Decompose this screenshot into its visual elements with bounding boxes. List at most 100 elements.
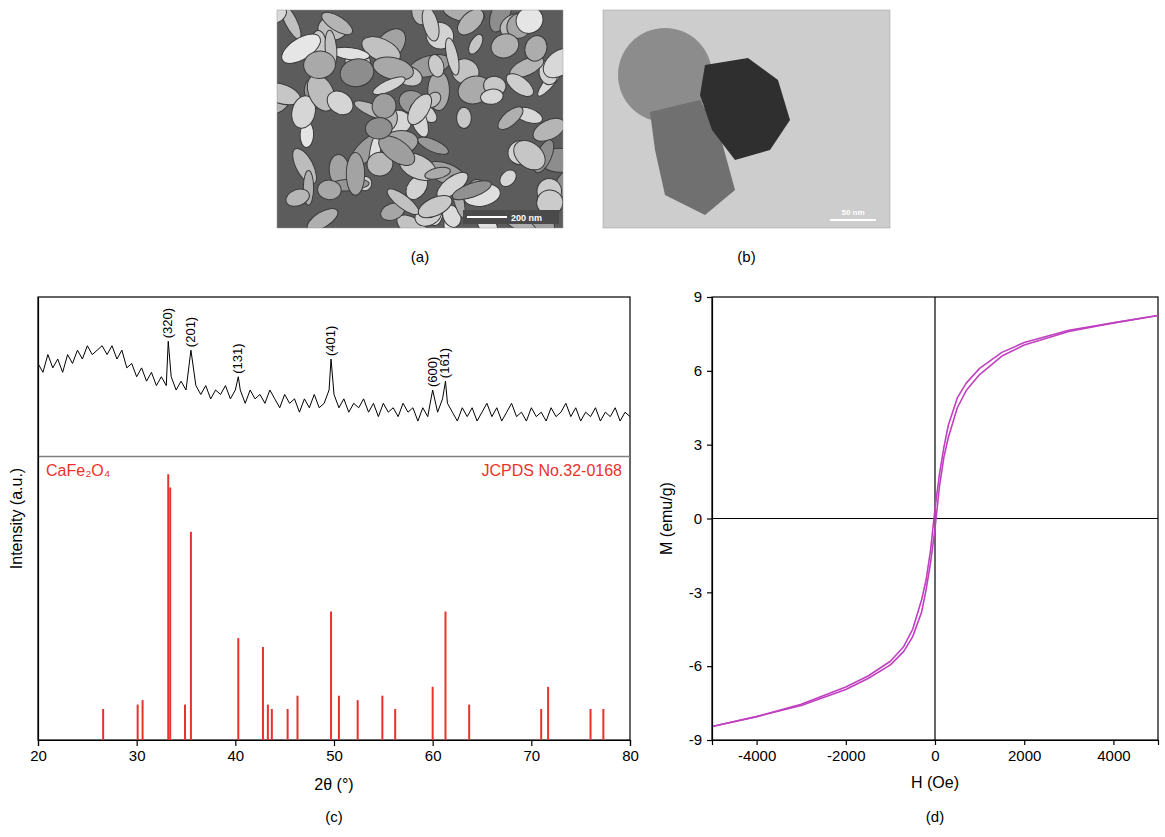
grain bbox=[284, 186, 312, 209]
panel-label: (a) bbox=[411, 248, 429, 265]
tick-label: -3 bbox=[689, 584, 702, 601]
grain bbox=[511, 10, 549, 39]
axis-title: M (emu/g) bbox=[658, 482, 675, 555]
tick-label: 6 bbox=[694, 362, 702, 379]
tick: 9 bbox=[694, 288, 712, 305]
tick-label: 50 bbox=[326, 747, 343, 764]
reference-line bbox=[394, 709, 396, 740]
axis-title: 2θ (°) bbox=[314, 776, 353, 793]
particle bbox=[700, 58, 790, 160]
tick: 40 bbox=[227, 740, 244, 764]
tick: 80 bbox=[622, 740, 639, 764]
tick-label: 80 bbox=[622, 747, 639, 764]
grain bbox=[419, 10, 442, 43]
grain bbox=[426, 53, 447, 79]
grain bbox=[480, 88, 505, 106]
reference-line bbox=[184, 705, 186, 740]
tick: 2000 bbox=[1008, 740, 1041, 764]
tick-mark bbox=[433, 740, 434, 746]
scale-bar bbox=[830, 219, 876, 221]
reference-line bbox=[590, 709, 592, 740]
grain bbox=[522, 33, 551, 64]
reference-line bbox=[262, 647, 264, 740]
tick: 50 bbox=[326, 740, 343, 764]
tick-label: -2000 bbox=[827, 747, 865, 764]
tick-mark bbox=[137, 740, 138, 746]
axis-line bbox=[707, 298, 713, 741]
grain bbox=[488, 30, 522, 62]
tick-mark bbox=[235, 740, 236, 746]
plot-frame bbox=[38, 297, 630, 740]
reference-line bbox=[137, 705, 139, 740]
reference-line bbox=[330, 612, 332, 740]
tick-label: -9 bbox=[689, 731, 702, 748]
plot-frame bbox=[712, 297, 1158, 740]
panel-label: (b) bbox=[737, 248, 755, 265]
axis bbox=[38, 298, 39, 741]
tick-mark bbox=[1024, 740, 1025, 745]
grain bbox=[415, 191, 455, 223]
reference-line bbox=[287, 709, 289, 740]
axis-title: Intensity (a.u.) bbox=[8, 468, 25, 569]
tick-label: 4000 bbox=[1097, 747, 1130, 764]
tick: -2000 bbox=[827, 740, 865, 764]
tick: 60 bbox=[425, 740, 442, 764]
peak-label: (161) bbox=[437, 348, 452, 378]
tick: 0 bbox=[694, 510, 712, 527]
tick-mark bbox=[707, 740, 712, 741]
plot-area bbox=[712, 315, 1158, 726]
tick: -4000 bbox=[738, 740, 776, 764]
scale-bar bbox=[467, 216, 507, 218]
data-line bbox=[712, 315, 1158, 726]
grain bbox=[338, 56, 377, 90]
reference-line bbox=[432, 687, 434, 740]
image-background bbox=[603, 10, 890, 228]
reference-line bbox=[267, 705, 269, 740]
tick-mark bbox=[630, 740, 631, 746]
peak-label: (401) bbox=[323, 326, 338, 356]
axis-title: H (Oe) bbox=[911, 774, 959, 791]
scale-bar-label: 50 nm bbox=[841, 208, 864, 217]
axis: -9-6-30369 bbox=[689, 288, 713, 748]
grain bbox=[318, 10, 356, 39]
grain bbox=[443, 37, 462, 77]
tick-label: 3 bbox=[694, 436, 702, 453]
reference-line bbox=[547, 687, 549, 740]
tick-mark bbox=[935, 740, 936, 745]
grain bbox=[302, 49, 337, 81]
tick-mark bbox=[707, 297, 712, 298]
tick: 0 bbox=[931, 740, 939, 764]
reference-line bbox=[296, 696, 298, 740]
reference-line bbox=[357, 700, 359, 740]
reference-line bbox=[169, 487, 171, 740]
grain bbox=[415, 133, 450, 157]
reference-line bbox=[338, 696, 340, 740]
grain bbox=[346, 153, 364, 196]
grain bbox=[365, 117, 394, 141]
image-background bbox=[277, 10, 563, 228]
reference-label: JCPDS No.32-0168 bbox=[481, 462, 622, 479]
tick-label: 70 bbox=[523, 747, 540, 764]
peak-label: (201) bbox=[183, 317, 198, 347]
panel-label: (c) bbox=[325, 808, 343, 825]
grain bbox=[494, 103, 526, 134]
reference-line bbox=[102, 709, 104, 740]
reference-name: CaFe₂O₄ bbox=[46, 462, 110, 479]
reference-line bbox=[540, 709, 542, 740]
separator bbox=[38, 456, 630, 458]
tick: 3 bbox=[694, 436, 712, 453]
grain bbox=[466, 32, 486, 56]
image-frame bbox=[277, 10, 563, 228]
tick-label: 20 bbox=[30, 747, 47, 764]
reference-line bbox=[468, 705, 470, 740]
tick-label: 9 bbox=[694, 288, 702, 305]
reference-line bbox=[190, 532, 192, 740]
sem-image bbox=[277, 10, 563, 228]
reference-line bbox=[444, 612, 446, 740]
image-frame bbox=[603, 10, 890, 228]
tick-mark bbox=[707, 445, 712, 446]
grain bbox=[508, 135, 551, 176]
reference-line bbox=[271, 709, 273, 740]
tick: 30 bbox=[129, 740, 146, 764]
tick-label: -4000 bbox=[738, 747, 776, 764]
